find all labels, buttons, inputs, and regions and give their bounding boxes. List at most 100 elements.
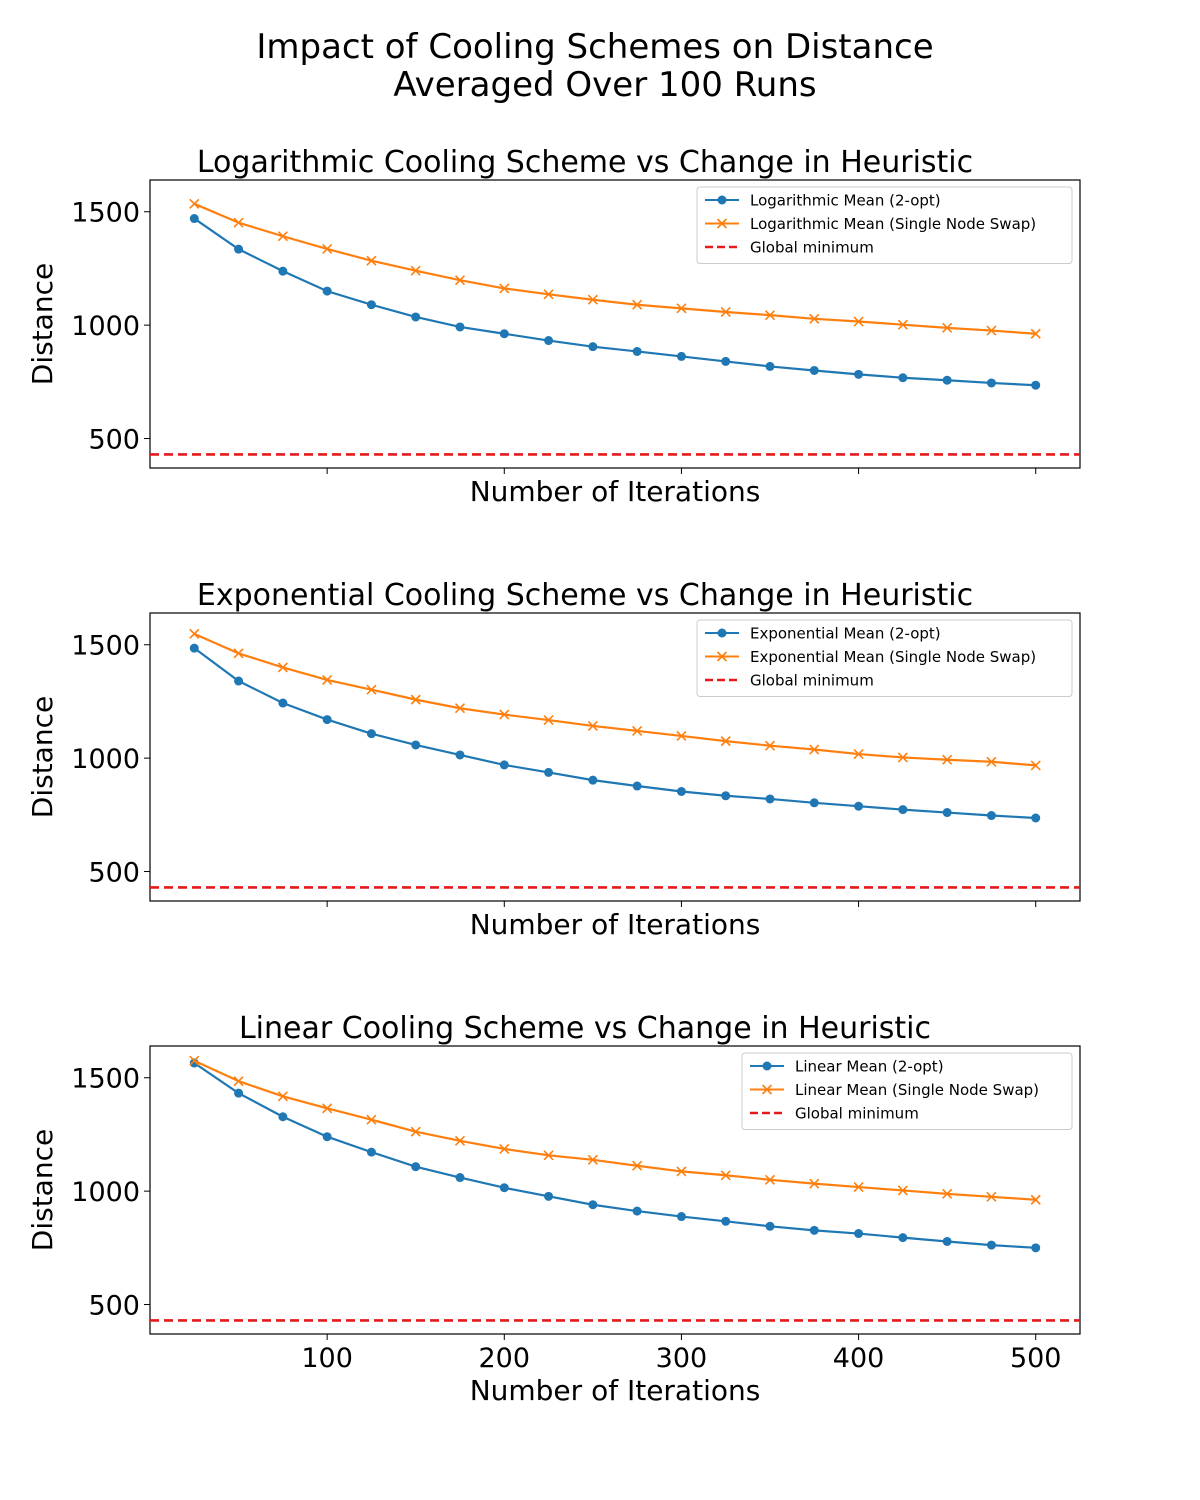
data-point-marker (233, 648, 244, 659)
data-point-marker (455, 1173, 465, 1183)
data-point-marker (676, 1212, 686, 1222)
series-line-2 (193, 1059, 1036, 1201)
data-point-marker (189, 1055, 200, 1066)
data-point-marker (234, 676, 244, 686)
data-point-marker (721, 356, 731, 366)
data-point-marker (411, 1162, 421, 1172)
data-point-marker (986, 1240, 996, 1250)
legend: Logarithmic Mean (2-opt) Logarithmic Mean… (696, 186, 1073, 264)
data-point-marker (809, 313, 820, 324)
y-axis-label: Distance (26, 696, 59, 818)
y-tick-label: 1000 (71, 744, 140, 775)
x-tick-label: 400 (833, 1343, 885, 1374)
data-point-marker (588, 1200, 598, 1210)
data-point-marker (898, 805, 908, 815)
data-point-marker (322, 1103, 333, 1114)
data-point-marker (809, 365, 819, 375)
legend-marker (717, 195, 727, 205)
y-axis-label: Distance (26, 1129, 59, 1251)
data-point-marker (632, 346, 642, 356)
figure-title-line-1: Impact of Cooling Schemes on Distance (256, 27, 933, 67)
data-point-marker (543, 289, 554, 300)
data-point-marker (544, 1191, 554, 1201)
data-point-marker (587, 720, 598, 731)
data-point-marker (632, 781, 642, 791)
data-point-marker (632, 725, 643, 736)
data-point-marker (234, 244, 244, 254)
data-point-marker (277, 662, 288, 673)
data-point-marker (411, 740, 421, 750)
data-point-marker (499, 1143, 510, 1155)
data-point-marker (853, 748, 864, 760)
data-point-marker (676, 303, 687, 314)
data-point-marker (632, 1160, 643, 1171)
y-tick-label: 1500 (71, 1064, 140, 1095)
x-tick-label: 200 (479, 1343, 531, 1374)
x-axis-label: Number of Iterations (470, 475, 761, 508)
data-point-marker (544, 767, 554, 777)
data-point-marker (454, 275, 466, 286)
data-point-marker (455, 750, 465, 760)
data-point-marker (764, 310, 776, 321)
series-line-1 (193, 217, 1036, 387)
x-tick-label: 300 (656, 1343, 708, 1374)
data-point-marker (278, 698, 288, 708)
legend-label: Exponential Mean (Single Node Swap) (750, 648, 1036, 666)
legend: Exponential Mean (2-opt) Exponential Mean… (696, 619, 1073, 697)
data-point-marker (764, 1174, 776, 1185)
data-point-marker (322, 674, 333, 685)
subplot-title: Logarithmic Cooling Scheme vs Change in … (197, 145, 973, 180)
x-tick-label: 500 (1010, 1343, 1062, 1374)
data-point-marker (942, 1236, 952, 1246)
data-point-marker (897, 319, 908, 330)
legend-marker (762, 1061, 772, 1071)
data-point-marker (765, 794, 775, 804)
data-point-marker (632, 1206, 642, 1216)
data-point-marker (942, 1188, 953, 1199)
data-point-marker (278, 1112, 288, 1122)
data-point-marker (189, 643, 199, 653)
data-point-marker (853, 316, 864, 327)
data-point-marker (853, 1181, 864, 1193)
data-point-marker (587, 294, 598, 305)
y-tick-label: 1000 (71, 311, 140, 342)
data-point-marker (499, 329, 509, 339)
data-point-marker (942, 754, 953, 765)
legend-label: Logarithmic Mean (Single Node Swap) (750, 215, 1036, 233)
data-point-marker (898, 1233, 908, 1243)
data-point-marker (1031, 1243, 1041, 1253)
data-point-marker (765, 1221, 775, 1231)
data-point-marker (897, 1185, 908, 1196)
data-point-marker (986, 1191, 997, 1202)
data-point-marker (499, 1183, 509, 1193)
data-point-marker (854, 801, 864, 811)
data-point-marker (277, 1091, 288, 1102)
subplot-1: Logarithmic Cooling Scheme vs Change in … (26, 145, 1081, 508)
data-point-marker (676, 786, 686, 796)
legend-marker (717, 628, 727, 638)
series-line-2 (193, 632, 1036, 767)
legend-box (741, 1052, 1073, 1130)
data-point-marker (234, 1088, 244, 1098)
data-point-marker (455, 322, 465, 332)
legend-label: Linear Mean (2-opt) (795, 1058, 944, 1076)
series-line-1 (193, 647, 1036, 820)
data-point-marker (632, 299, 643, 310)
data-point-marker (721, 1216, 731, 1226)
data-point-marker (1031, 813, 1041, 823)
series-line-1 (193, 1062, 1036, 1249)
data-point-marker (543, 1150, 554, 1161)
legend: Linear Mean (2-opt) Linear Mean (Single N… (741, 1052, 1073, 1130)
data-point-marker (366, 1114, 377, 1125)
data-point-marker (322, 1132, 332, 1142)
axes-frame (149, 1045, 1081, 1335)
data-point-marker (1030, 760, 1041, 771)
data-point-marker (986, 325, 997, 336)
subplot-2: Exponential Cooling Scheme vs Change in … (26, 578, 1081, 941)
subplot-title: Linear Cooling Scheme vs Change in Heuri… (239, 1011, 931, 1046)
data-point-marker (1031, 380, 1041, 390)
data-point-marker (676, 1166, 687, 1177)
data-point-marker (366, 1147, 376, 1157)
axes-frame (149, 612, 1081, 902)
